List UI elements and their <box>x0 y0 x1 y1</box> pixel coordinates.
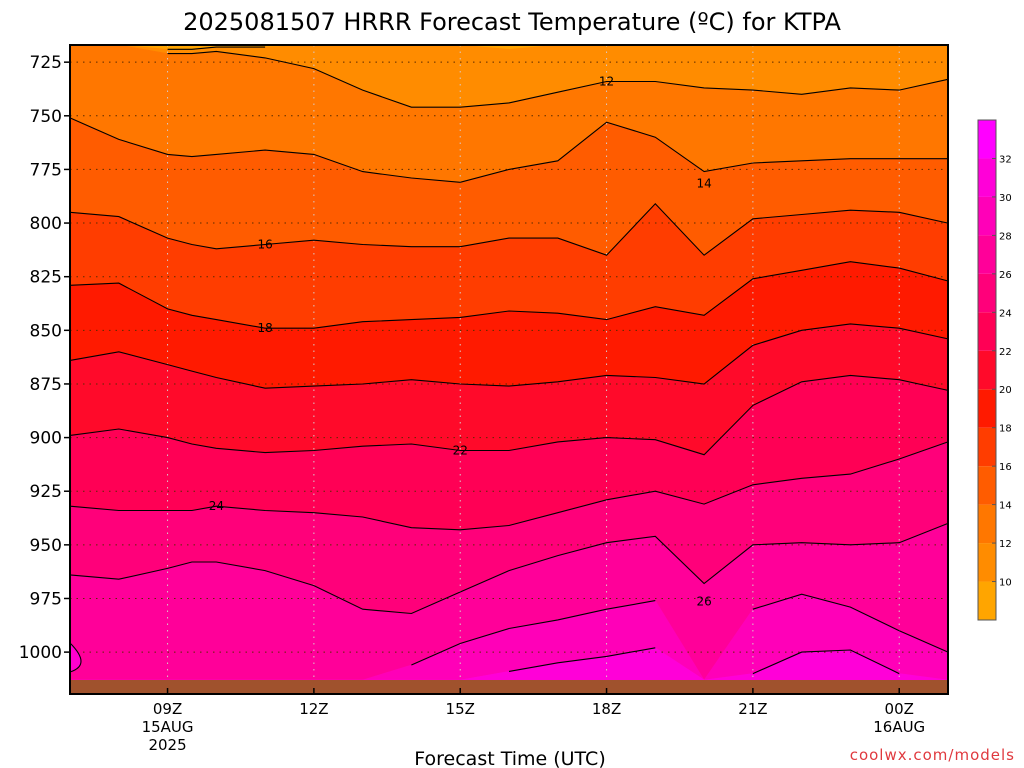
colorbar-swatch-8 <box>978 273 996 313</box>
colorbar-swatch-4 <box>978 427 996 467</box>
colorbar-swatch-0 <box>978 581 996 620</box>
isotherm-28 <box>411 593 949 666</box>
temperature-fill-layer <box>69 44 949 681</box>
colorbar-label-32: 32 <box>999 154 1012 165</box>
colorbar-label-24: 24 <box>999 308 1012 319</box>
x-tick-label-18Z: 18Z <box>592 700 621 718</box>
colorbar-swatch-3 <box>978 466 996 505</box>
isotherm-label-18: 18 <box>257 321 272 335</box>
isotherm-label-22: 22 <box>453 443 468 457</box>
isotherm-label-14: 14 <box>696 177 711 191</box>
colorbar-swatch-11 <box>978 158 996 197</box>
x-axis-label: Forecast Time (UTC) <box>414 748 605 768</box>
colorbar-label-16: 16 <box>999 462 1012 473</box>
colorbar-label-28: 28 <box>999 231 1012 242</box>
isotherm-30 <box>508 647 900 675</box>
pressure-axis: 725 750 775 800 825 850 875 900 925 950 975 1000 <box>19 53 70 663</box>
y-tick-label-975: 975 <box>30 589 62 609</box>
colorbar-label-30: 30 <box>999 193 1012 204</box>
colorbar-swatch-5 <box>978 389 996 428</box>
x-tick-label-21Z: 21Z <box>738 700 767 718</box>
y-tick-label-850: 850 <box>30 321 62 341</box>
x-tick-sublabel-15AUG: 15AUG <box>142 718 194 736</box>
colorbar-swatch-1 <box>978 543 996 582</box>
isotherm-label-12: 12 <box>599 74 614 88</box>
chart-title: 2025081507 HRRR Forecast Temperature (ºC… <box>183 8 841 36</box>
x-tick-sublabel-2025: 2025 <box>148 736 186 754</box>
colorbar-label-14: 14 <box>999 501 1012 512</box>
x-tick-sublabel-16AUG: 16AUG <box>873 718 925 736</box>
isotherm-label-16: 16 <box>257 238 272 252</box>
isotherm-14 <box>69 117 948 183</box>
y-tick-label-725: 725 <box>30 53 62 73</box>
x-tick-label-12Z: 12Z <box>299 700 328 718</box>
x-tick-label-15Z: 15Z <box>446 700 475 718</box>
isotherm-12 <box>167 50 949 108</box>
plot-frame <box>69 44 949 695</box>
colorbar-label-20: 20 <box>999 385 1012 396</box>
y-tick-label-1000: 1000 <box>19 643 62 663</box>
credit-text: coolwx.com/models <box>850 746 1015 764</box>
colorbar-label-10: 10 <box>999 578 1012 589</box>
isotherm-label-26: 26 <box>696 594 711 608</box>
colorbar-label-22: 22 <box>999 347 1012 358</box>
x-tick-label-09Z: 09Z <box>153 700 182 718</box>
isotherm-contours: 12 14 16 18 22 24 26 <box>69 47 949 675</box>
isotherm-20 <box>69 323 949 389</box>
y-tick-label-750: 750 <box>30 107 62 127</box>
colorbar: 10 12 14 16 18 20 22 24 26 28 30 32 <box>977 119 1012 621</box>
ground-surface <box>70 680 948 694</box>
y-tick-label-800: 800 <box>30 214 62 234</box>
isotherm-label-24: 24 <box>209 499 224 513</box>
colorbar-frame <box>977 119 997 621</box>
isotherm-18 <box>69 261 949 329</box>
y-tick-label-925: 925 <box>30 482 62 502</box>
isotherm-24 <box>69 441 949 531</box>
y-tick-label-825: 825 <box>30 268 62 288</box>
isotherm-22 <box>69 374 949 456</box>
isotherm-26 <box>69 522 949 615</box>
colorbar-swatch-9 <box>978 235 996 274</box>
colorbar-label-18: 18 <box>999 424 1012 435</box>
x-tick-label-00Z: 00Z <box>885 700 914 718</box>
y-tick-label-900: 900 <box>30 429 62 449</box>
warm-pocket-contour <box>69 642 82 673</box>
colorbar-label-26: 26 <box>999 270 1012 281</box>
colorbar-swatch-6 <box>978 350 996 390</box>
colorbar-swatch-12 <box>978 120 996 159</box>
y-tick-label-875: 875 <box>30 375 62 395</box>
y-tick-label-950: 950 <box>30 536 62 556</box>
colorbar-swatch-2 <box>978 504 996 544</box>
isotherm-16 <box>69 203 949 256</box>
colorbar-label-12: 12 <box>999 539 1012 550</box>
y-tick-label-775: 775 <box>30 160 62 180</box>
colorbar-swatch-10 <box>978 196 996 236</box>
colorbar-swatch-7 <box>978 312 996 351</box>
